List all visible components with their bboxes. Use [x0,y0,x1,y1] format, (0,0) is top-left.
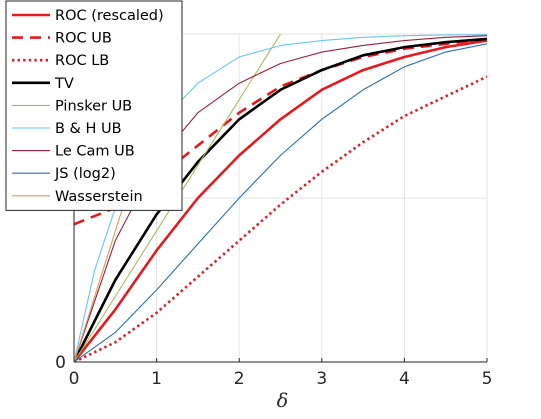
legend-label-8: Wasserstein [55,189,143,205]
legend-label-3: TV [54,76,74,92]
series-line-4 [74,34,282,362]
legend-label-1: ROC UB [55,31,112,47]
legend-label-6: Le Cam UB [55,144,135,160]
x-tick-label: 0 [69,369,80,389]
x-tick-label: 3 [316,369,327,389]
legend-label-5: B & H UB [55,121,122,137]
x-tick-label: 5 [482,369,493,389]
series-line-2 [74,75,487,362]
x-axis-label: δ [277,390,288,412]
x-tick-label: 1 [151,369,162,389]
series-line-3 [74,37,487,362]
series-line-0 [74,39,487,362]
legend-label-7: JS (log2) [54,166,116,182]
x-tick-label: 4 [399,369,410,389]
legend-label-2: ROC LB [55,53,109,69]
y-tick-label: 0 [55,353,66,373]
series-line-7 [74,43,487,362]
legend-label-0: ROC (rescaled) [55,8,164,24]
legend: ROC (rescaled) ROC UB ROC LB TV Pinsker UB B … [5,0,183,211]
legend-label-4: Pinsker UB [55,98,132,114]
x-tick-label: 2 [234,369,245,389]
